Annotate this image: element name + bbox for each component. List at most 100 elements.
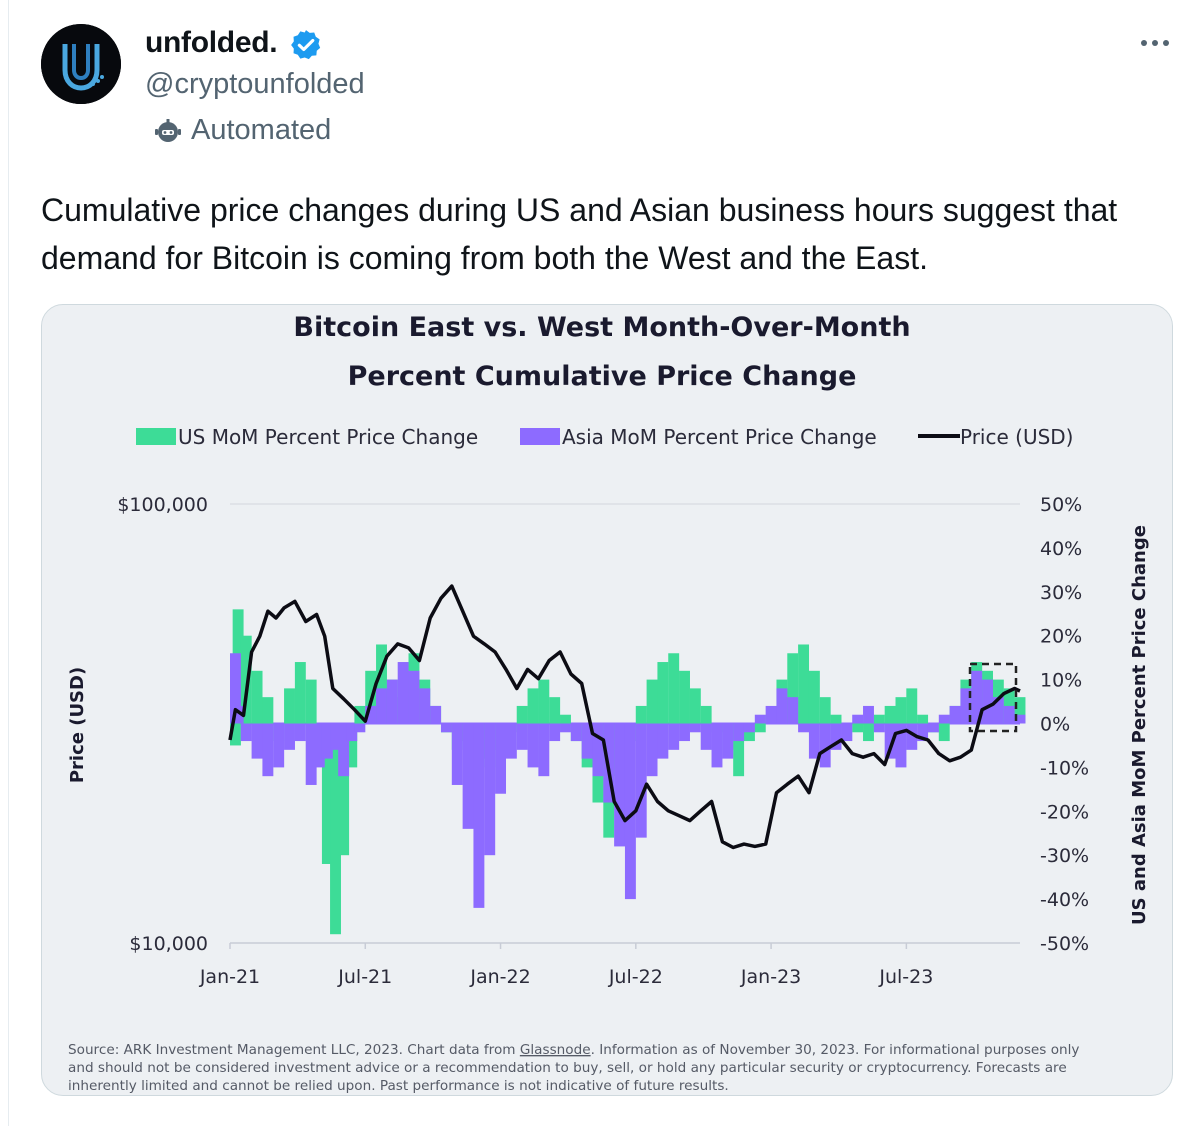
asia-bar xyxy=(884,723,896,759)
more-options-icon[interactable] xyxy=(1138,30,1172,56)
source-link[interactable]: Glassnode xyxy=(520,1042,591,1058)
legend-us-label: US MoM Percent Price Change xyxy=(178,425,478,449)
verified-badge-icon xyxy=(291,30,321,60)
us-bar xyxy=(284,688,295,724)
us-bar xyxy=(808,670,820,724)
us-bar xyxy=(321,723,333,864)
right-tick-label: -50% xyxy=(1040,933,1089,955)
right-tick-label: 20% xyxy=(1040,626,1082,648)
left-tick-label: $10,000 xyxy=(129,933,208,955)
avatar[interactable] xyxy=(41,24,121,104)
us-bar xyxy=(743,723,755,742)
source-line3: inherently limited and cannot be relied … xyxy=(68,1078,729,1094)
us-bar xyxy=(906,688,918,724)
highlight-box xyxy=(968,662,1018,733)
asia-bar xyxy=(917,723,929,742)
asia-bar xyxy=(419,688,431,724)
us-bar xyxy=(917,714,929,724)
us-bar xyxy=(251,670,263,724)
asia-bar xyxy=(570,723,582,742)
us-bar xyxy=(700,705,712,724)
x-tick-label: Jul-21 xyxy=(337,966,392,988)
us-bar xyxy=(262,697,274,724)
us-bar xyxy=(376,644,387,724)
asia-bar xyxy=(668,723,680,750)
asia-bar xyxy=(711,723,723,768)
asia-bar xyxy=(614,723,626,847)
asia-bar xyxy=(397,662,409,724)
us-bar xyxy=(338,723,350,856)
chart: Bitcoin East vs. West Month-Over-Month P… xyxy=(67,312,1150,1094)
right-tick-label: -40% xyxy=(1040,889,1089,911)
us-bar xyxy=(668,653,680,724)
asia-bar xyxy=(982,679,993,724)
x-tick-label: Jan-22 xyxy=(469,966,530,988)
asia-bar xyxy=(830,723,842,750)
asia-bar xyxy=(262,723,274,777)
us-bar xyxy=(679,670,690,724)
asia-bar xyxy=(754,714,766,724)
asia-bar xyxy=(240,723,252,742)
asia-bar xyxy=(819,723,831,768)
asia-bar xyxy=(592,723,604,777)
us-bar xyxy=(830,714,842,724)
legend-price-label: Price (USD) xyxy=(960,425,1074,449)
right-tick-label: -10% xyxy=(1040,757,1089,779)
us-bar xyxy=(346,723,358,768)
asia-bar xyxy=(430,705,442,724)
asia-bar xyxy=(960,688,972,724)
asia-bar xyxy=(473,723,485,908)
unfolded-logo-icon xyxy=(41,24,121,104)
automated-label: Automated xyxy=(153,114,331,147)
asia-bar xyxy=(408,670,420,724)
us-bar xyxy=(1014,697,1026,724)
us-bar xyxy=(646,679,658,724)
asia-bar xyxy=(787,697,799,724)
tweet-text: Cumulative price changes during US and A… xyxy=(41,192,1118,276)
asia-bar xyxy=(852,714,864,724)
asia-bar xyxy=(635,723,647,838)
asia-bar xyxy=(938,714,950,724)
asia-bar xyxy=(354,723,366,733)
right-tick-label: -20% xyxy=(1040,801,1089,823)
asia-bar xyxy=(733,723,745,742)
user-handle[interactable]: @cryptounfolded xyxy=(145,68,365,100)
asia-bar xyxy=(305,723,317,785)
source-line1-b: . Information as of November 30, 2023. F… xyxy=(591,1042,1080,1058)
x-tick-label: Jan-23 xyxy=(740,966,801,988)
asia-series xyxy=(230,653,1026,908)
asia-bar xyxy=(505,723,517,759)
x-axis: Jan-21 Jul-21 Jan-22 Jul-22 Jan-23 Jul-23 xyxy=(199,943,933,988)
asia-bar xyxy=(949,705,961,724)
us-bar xyxy=(733,723,745,777)
x-tick-label: Jul-23 xyxy=(878,966,933,988)
asia-bar xyxy=(338,723,350,777)
us-bar xyxy=(635,705,647,724)
asia-bar xyxy=(484,723,496,856)
source-line2: and should not be considered investment … xyxy=(68,1060,1067,1076)
right-tick-label: 40% xyxy=(1040,538,1082,560)
chart-title-line1: Bitcoin East vs. West Month-Over-Month xyxy=(293,312,910,343)
source-line1: Source: ARK Investment Management LLC, 2… xyxy=(68,1042,1079,1058)
price-line xyxy=(228,584,1021,850)
us-bar xyxy=(873,714,885,724)
asia-bar xyxy=(230,653,241,724)
asia-bar xyxy=(992,697,1004,724)
automated-text: Automated xyxy=(191,114,332,146)
asia-bar xyxy=(743,723,755,733)
asia-bar xyxy=(776,688,788,724)
asia-bar xyxy=(646,723,658,777)
x-tick-label: Jul-22 xyxy=(608,966,663,988)
display-name[interactable]: unfolded. xyxy=(145,26,278,59)
asia-bar xyxy=(294,723,306,742)
asia-bar xyxy=(346,723,358,742)
asia-bar xyxy=(722,723,734,759)
us-bar xyxy=(538,679,550,724)
asia-bar xyxy=(365,705,377,724)
asia-bar xyxy=(284,723,295,750)
source-line1-a: Source: ARK Investment Management LLC, 2… xyxy=(68,1042,520,1058)
us-bar xyxy=(560,714,571,724)
tweet-media-chart[interactable]: Bitcoin East vs. West Month-Over-Month P… xyxy=(41,304,1173,1096)
timeline-border xyxy=(8,0,9,1126)
asia-bar xyxy=(808,723,820,759)
